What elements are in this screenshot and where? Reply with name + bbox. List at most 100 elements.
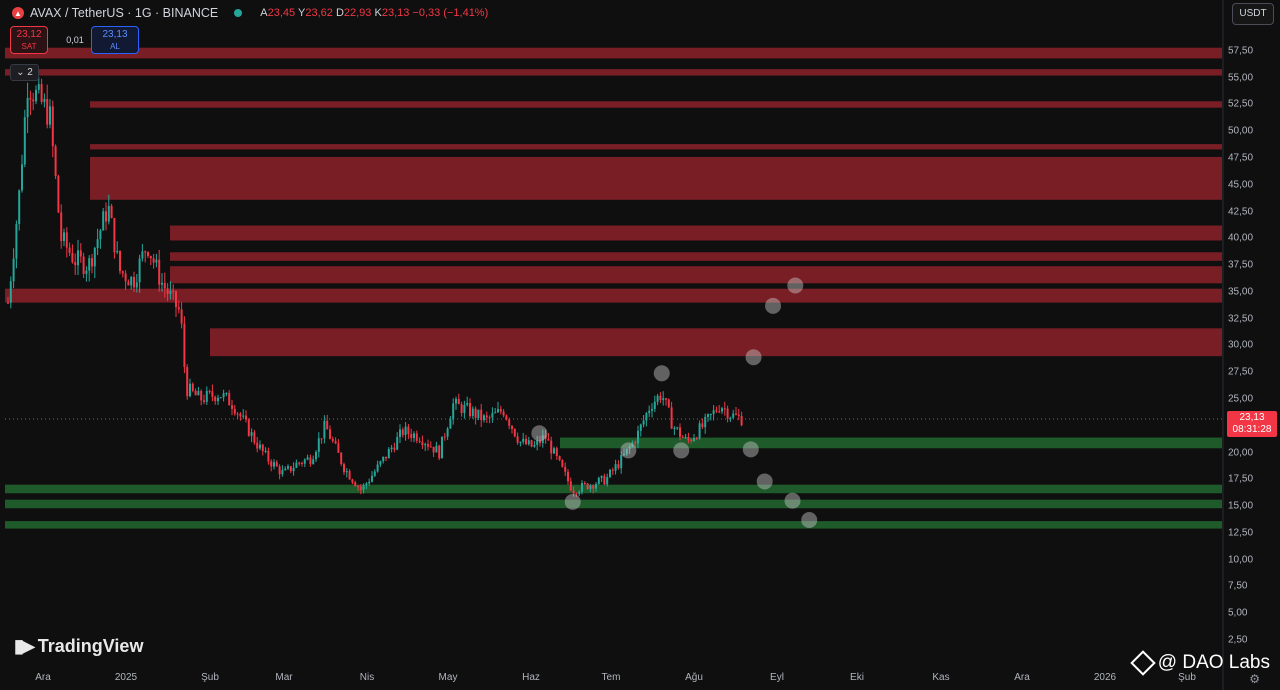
candle (26, 82, 29, 134)
candle (345, 468, 348, 478)
resistance-zone-2 (90, 101, 1222, 108)
settings-icon[interactable]: ⚙ (1249, 672, 1260, 686)
avax-icon: ▲ (12, 7, 24, 19)
market-status-dot (234, 9, 243, 17)
price-axis-label: 40,00 (1228, 232, 1254, 244)
support-zone-2 (5, 499, 1222, 509)
price-axis-label: 57,50 (1228, 45, 1254, 57)
candle (701, 418, 704, 429)
candle (105, 202, 107, 231)
candle (102, 208, 105, 231)
candle (96, 228, 99, 256)
candle (65, 227, 68, 258)
candle (600, 475, 603, 483)
sell-label: SAT (21, 42, 37, 51)
candle (309, 454, 312, 467)
candle (12, 248, 15, 289)
candle (483, 413, 485, 423)
candle (208, 389, 211, 394)
price-axis-label: 50,00 (1228, 125, 1254, 137)
candle (687, 432, 690, 444)
candle (429, 441, 432, 448)
candle (306, 454, 309, 461)
candle (343, 462, 345, 475)
resistance-zone-7 (170, 266, 1222, 284)
candle (354, 480, 357, 487)
candle (320, 438, 323, 444)
candle (393, 442, 396, 453)
candle (7, 296, 9, 304)
price-axis-label: 32,50 (1228, 313, 1254, 325)
candle (673, 425, 676, 436)
resistance-zone-9 (210, 328, 1222, 357)
candle (113, 217, 116, 259)
candle (547, 432, 550, 441)
candle (634, 440, 637, 448)
candle (186, 364, 189, 400)
candle (51, 100, 54, 158)
time-axis-label: Eki (850, 672, 864, 683)
candle (499, 405, 502, 415)
candle (236, 412, 239, 419)
candle (287, 464, 289, 471)
currency-select[interactable]: USDT (1232, 3, 1274, 25)
candle (35, 85, 37, 105)
candle (217, 394, 219, 406)
candle (595, 481, 597, 492)
candle (401, 427, 404, 438)
candle (737, 408, 740, 421)
price-axis-label: 42,50 (1228, 206, 1254, 218)
buy-button[interactable]: 23,13 AL (91, 26, 139, 54)
candle (399, 424, 401, 444)
candle (418, 437, 421, 444)
resistance-zone-3 (90, 144, 1222, 150)
price-axis-label: 35,00 (1228, 286, 1254, 298)
price-axis-label: 5,00 (1228, 607, 1248, 619)
sell-button[interactable]: 23,12 SAT (10, 26, 48, 54)
candle (723, 401, 726, 416)
candle (365, 482, 368, 490)
candle (712, 405, 715, 421)
price-axis-label: 12,50 (1228, 527, 1254, 539)
candle-layer (7, 76, 743, 497)
candle (158, 249, 161, 292)
candle (57, 174, 60, 214)
candle (312, 455, 315, 465)
time-axis-label: 2026 (1093, 672, 1117, 683)
candle (505, 414, 508, 421)
candle (110, 203, 113, 219)
symbol-title[interactable]: AVAX / TetherUS · 1G · BINANCE (30, 6, 219, 20)
candle (242, 409, 245, 419)
candle (60, 204, 63, 249)
last-price-value: 23,13 (1239, 412, 1265, 423)
candle (331, 436, 334, 443)
candle (315, 450, 317, 462)
candle (721, 406, 723, 414)
candle (421, 435, 424, 450)
sell-price: 23,12 (16, 29, 42, 40)
candle (695, 436, 698, 441)
candle (382, 456, 385, 464)
candle (690, 438, 693, 444)
indicator-toggle-button[interactable]: ⌄ 2 (10, 64, 39, 81)
candle (301, 461, 303, 467)
resistance-zone-8 (5, 288, 1222, 303)
candle (205, 386, 208, 405)
buy-label: AL (110, 42, 120, 51)
candle (116, 241, 119, 254)
tradingview-logo[interactable]: ▮▶ TradingView (14, 636, 143, 657)
candle (684, 433, 687, 439)
candle (197, 387, 200, 396)
time-axis-label: Haz (522, 672, 540, 683)
candle (572, 486, 575, 497)
candle (656, 393, 659, 406)
candle (446, 426, 449, 440)
candle (23, 109, 26, 168)
candle (163, 272, 166, 298)
candle (575, 492, 578, 497)
candle (261, 443, 264, 456)
candle (586, 482, 589, 491)
candle (471, 406, 474, 419)
candle (317, 432, 320, 458)
